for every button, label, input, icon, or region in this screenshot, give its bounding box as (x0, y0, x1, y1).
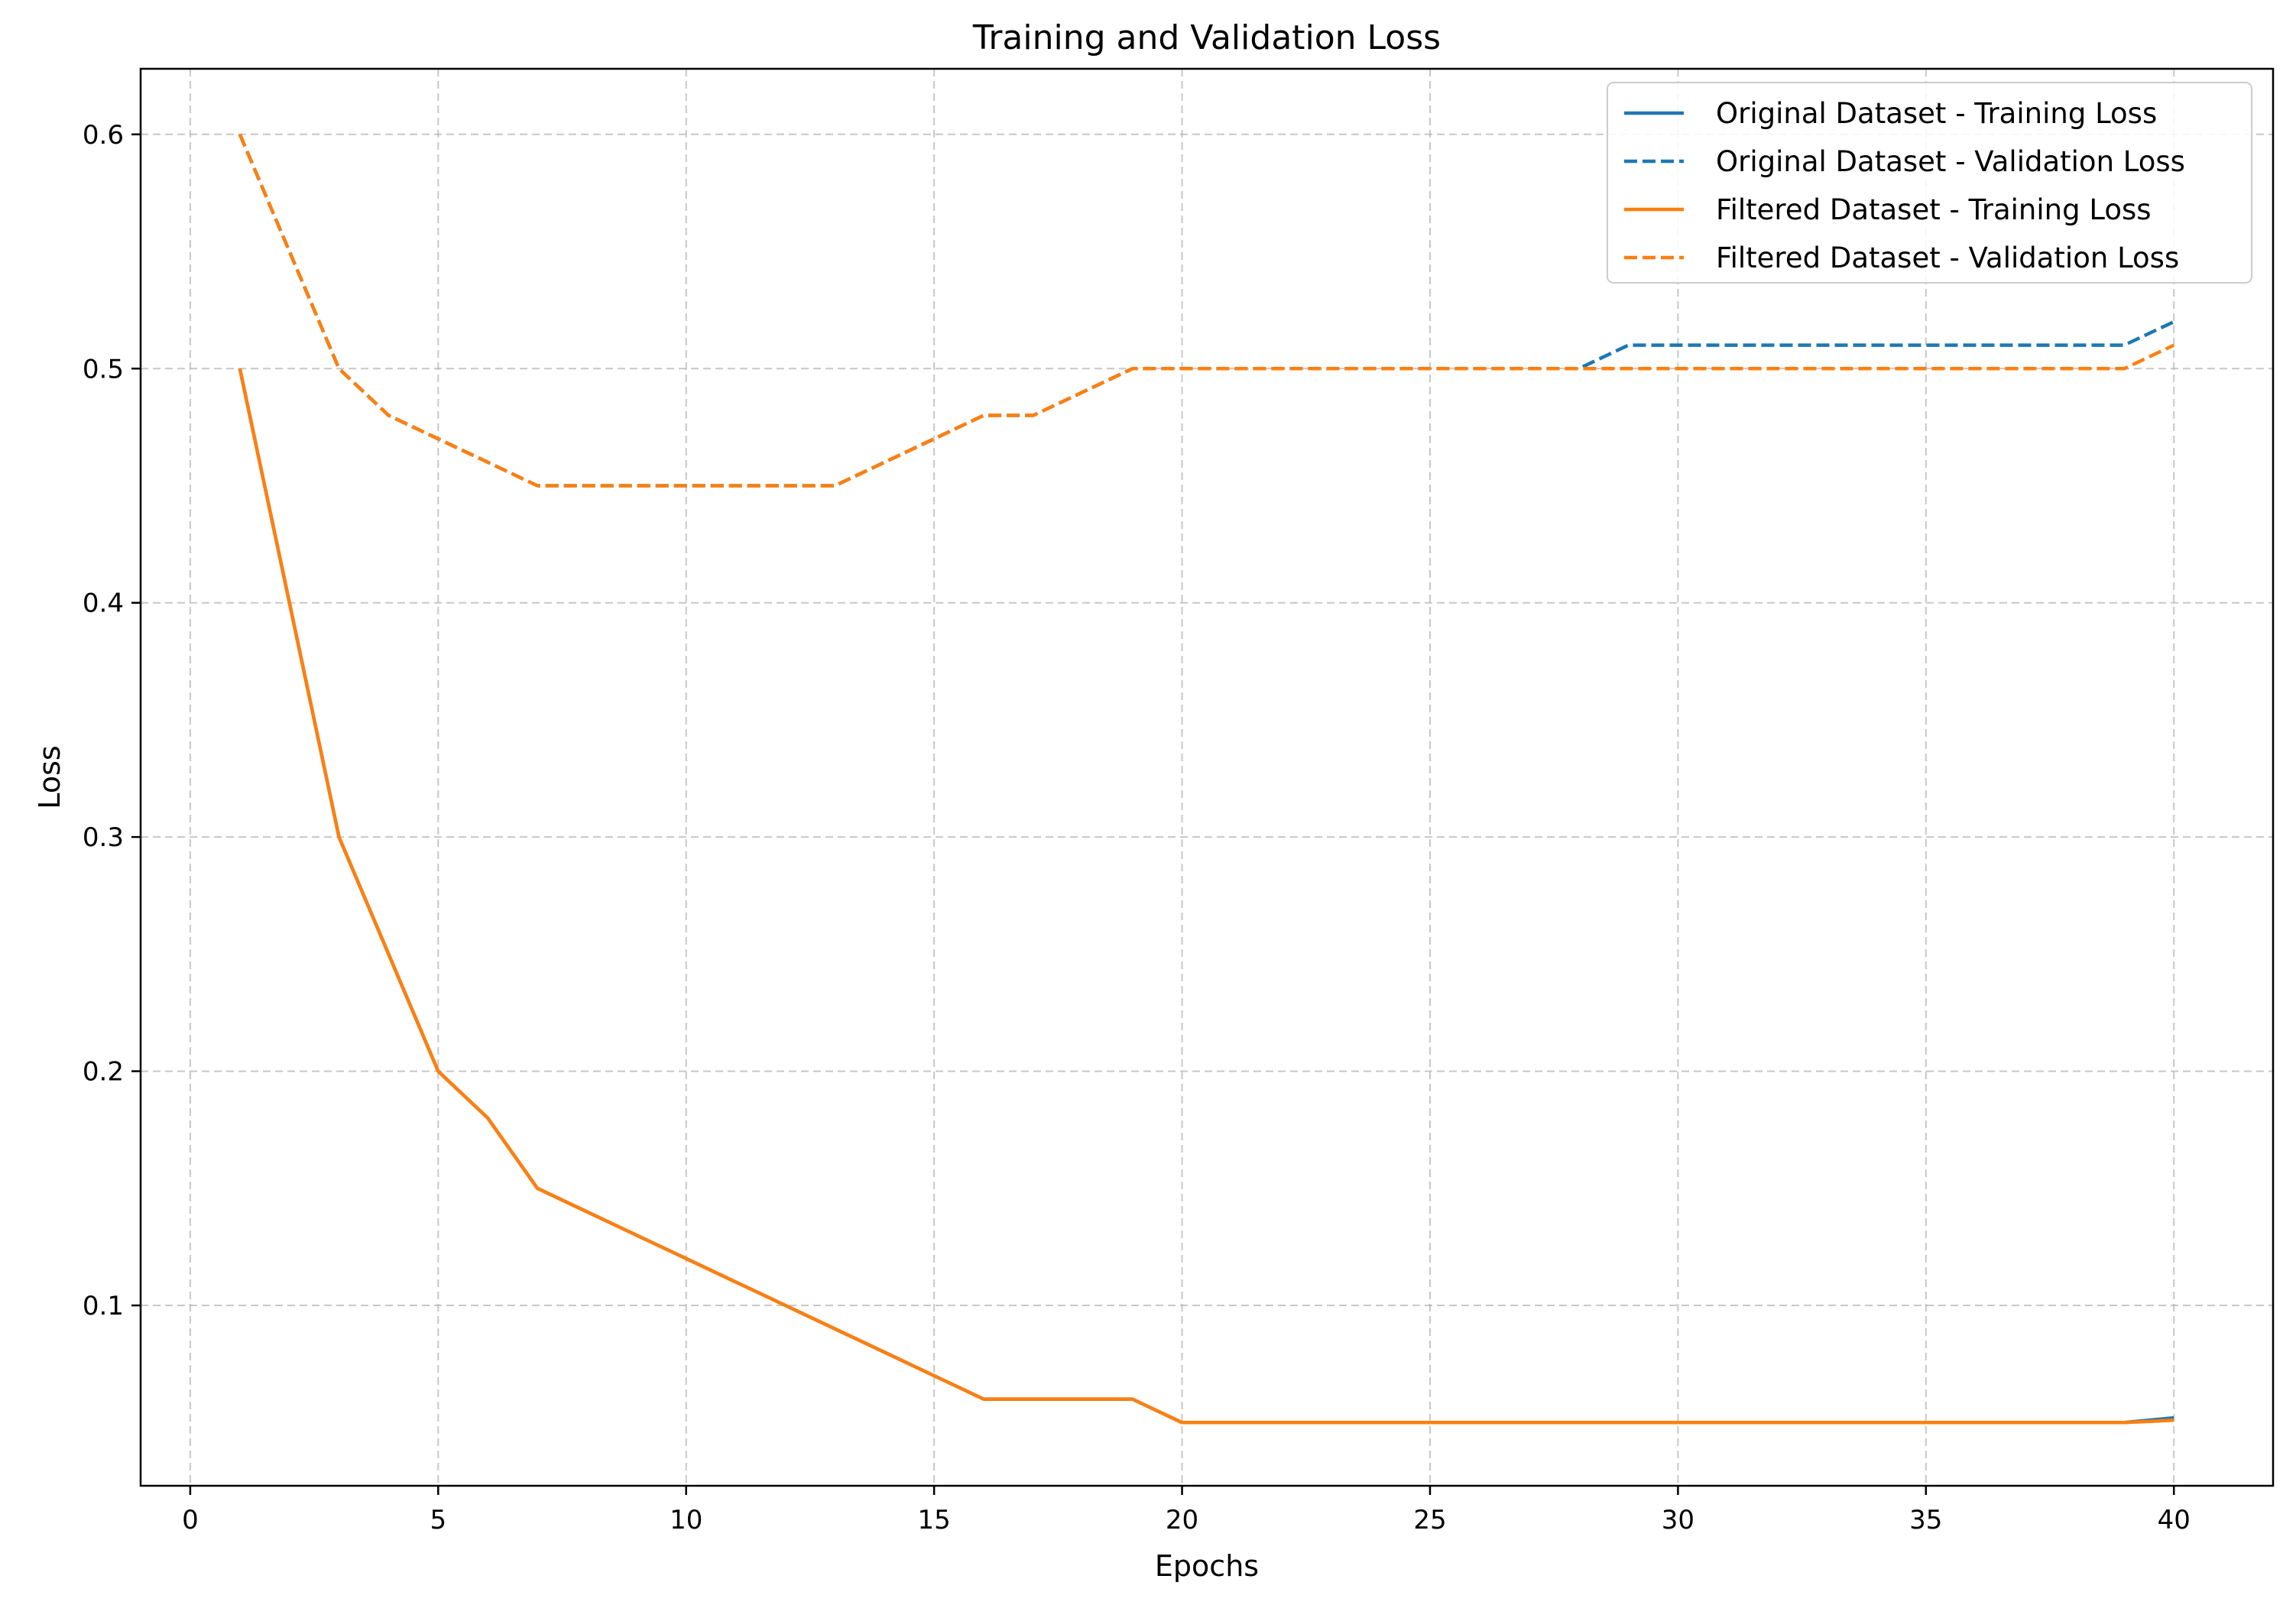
y-tick-label: 0.3 (83, 822, 124, 853)
x-tick-label: 30 (1662, 1505, 1694, 1535)
series-lines (238, 133, 2175, 1425)
x-tick-label: 15 (918, 1505, 951, 1535)
legend-label: Filtered Dataset - Training Loss (1716, 193, 2152, 226)
y-tick-label: 0.5 (83, 354, 124, 384)
series-line-4 (238, 133, 2175, 488)
series-line-3 (238, 368, 2174, 1425)
x-tick-label: 5 (430, 1505, 446, 1535)
y-tick-label: 0.2 (83, 1057, 124, 1088)
legend-label: Original Dataset - Training Loss (1716, 97, 2157, 130)
x-tick-label: 0 (182, 1505, 199, 1535)
x-tick-label: 25 (1413, 1505, 1446, 1535)
x-axis-title: Epochs (1155, 1549, 1259, 1583)
y-tick-label: 0.6 (83, 120, 124, 151)
x-tick-label: 40 (2158, 1505, 2191, 1535)
legend: Original Dataset - Training Loss Original… (1607, 82, 2252, 284)
x-tick-label: 10 (670, 1505, 702, 1535)
chart-title: Training and Validation Loss (972, 18, 1441, 57)
axis-ticks: 0 5 10 15 20 25 30 35 40 0.1 0.2 0.3 0.4 0.5 0.6 (83, 120, 2191, 1535)
x-tick-label: 20 (1166, 1505, 1198, 1535)
legend-label: Filtered Dataset - Validation Loss (1716, 242, 2179, 274)
y-tick-label: 0.4 (83, 588, 124, 619)
x-tick-label: 35 (1909, 1505, 1942, 1535)
y-axis-title: Loss (33, 745, 66, 809)
plot-frame (139, 67, 2275, 1487)
legend-label: Original Dataset - Validation Loss (1716, 145, 2185, 178)
y-tick-label: 0.1 (83, 1291, 124, 1321)
legend-box (1607, 82, 2252, 284)
